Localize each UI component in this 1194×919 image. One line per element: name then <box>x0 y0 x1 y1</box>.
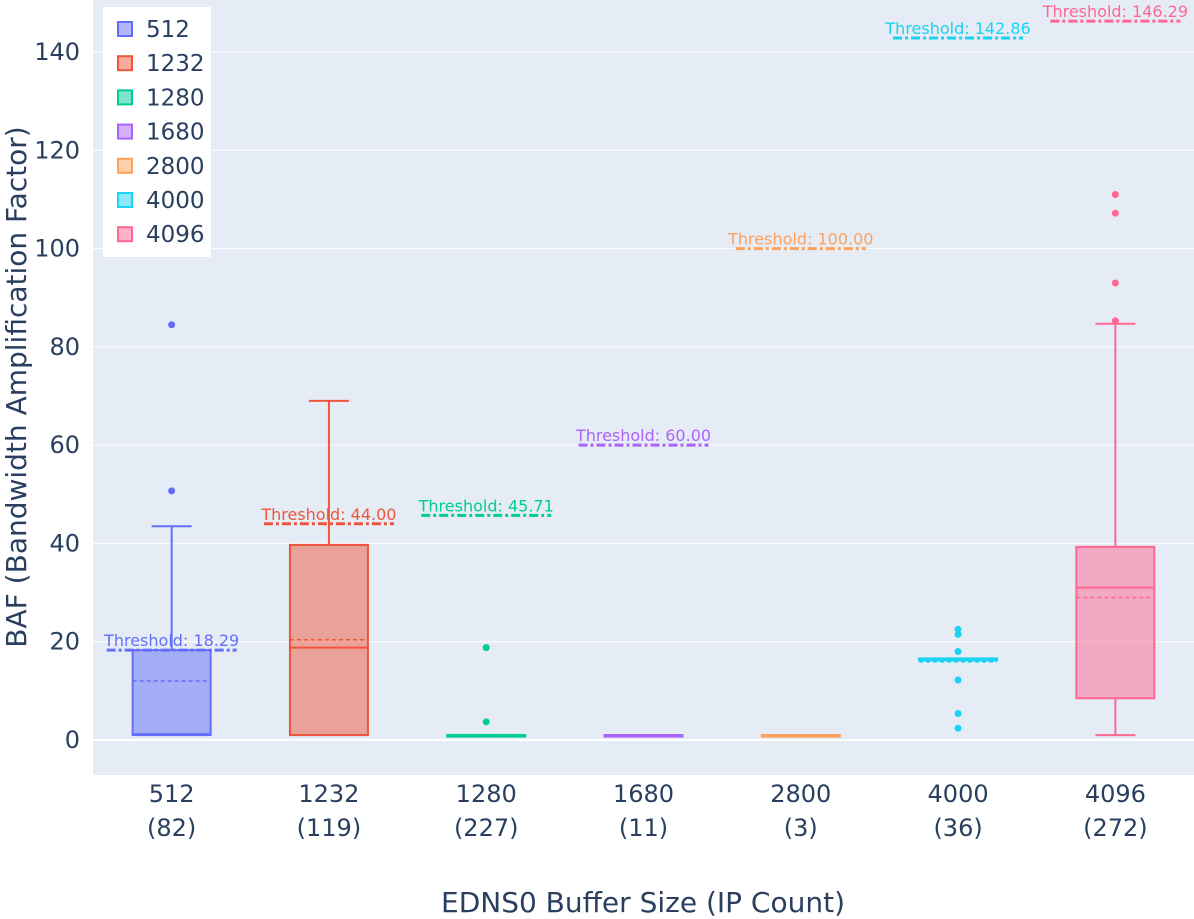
outlier-point <box>954 625 962 633</box>
threshold-label: Threshold: 60.00 <box>575 426 711 445</box>
legend-label: 4000 <box>146 188 205 214</box>
outlier-point <box>1111 317 1119 325</box>
legend-item-1280: 1280 <box>117 85 205 111</box>
legend-label: 1280 <box>146 85 205 111</box>
outlier-point <box>954 676 962 684</box>
legend-swatch <box>117 55 133 72</box>
legend-swatch <box>117 21 133 37</box>
threshold-label: Threshold: 146.29 <box>1042 2 1188 21</box>
y-tick-label: 40 <box>49 529 80 557</box>
legend-item-1232: 1232 <box>117 51 205 77</box>
legend-swatch <box>117 192 133 208</box>
y-tick-label: 100 <box>34 235 80 263</box>
x-tick-count: (11) <box>619 814 668 842</box>
legend-item-4096: 4096 <box>117 222 205 248</box>
x-tick-label: 1232 <box>298 780 359 808</box>
x-tick-count: (3) <box>784 814 818 842</box>
legend-label: 1680 <box>146 120 205 146</box>
y-tick-label: 80 <box>49 333 80 361</box>
outlier-point <box>954 724 962 732</box>
legend: 512 1232 1280 1680 2800 4000 4096 <box>103 7 211 257</box>
y-tick-label: 20 <box>49 628 80 656</box>
outlier-point <box>954 709 962 717</box>
x-tick-label: 4000 <box>928 780 989 808</box>
box-512 <box>131 321 212 737</box>
outlier-point <box>168 321 176 329</box>
x-tick-count: (272) <box>1083 814 1148 842</box>
outlier-point <box>482 644 490 652</box>
x-tick-label: 1280 <box>456 780 517 808</box>
legend-label: 2800 <box>146 154 205 180</box>
threshold-label: Threshold: 45.71 <box>418 496 554 515</box>
legend-item-4000: 4000 <box>117 188 205 214</box>
x-tick-count: (36) <box>933 814 982 842</box>
plot-background <box>93 0 1194 775</box>
legend-label: 4096 <box>146 222 205 248</box>
outlier-point <box>1111 279 1119 287</box>
y-tick-label: 140 <box>34 38 80 66</box>
outlier-point <box>954 630 962 638</box>
legend-item-1680: 1680 <box>117 120 205 146</box>
outlier-point <box>954 648 962 656</box>
y-axis-title: BAF (Bandwidth Amplification Factor) <box>0 126 33 647</box>
box-4096 <box>1075 191 1156 737</box>
legend-swatch <box>117 157 133 174</box>
outlier-point <box>482 718 490 726</box>
box-2800 <box>760 734 841 738</box>
legend-item-512: 512 <box>117 17 190 43</box>
threshold-label: Threshold: 100.00 <box>727 230 873 249</box>
iqr-box <box>131 649 212 737</box>
y-tick-label: 0 <box>65 726 80 754</box>
x-tick-label: 4096 <box>1085 780 1146 808</box>
box-1680 <box>603 734 684 738</box>
box-1280 <box>446 644 527 738</box>
threshold-label: Threshold: 142.86 <box>884 19 1030 38</box>
outlier-point <box>168 487 176 495</box>
x-tick-count: (119) <box>297 814 362 842</box>
legend-swatch <box>117 226 133 243</box>
x-tick-count: (227) <box>454 814 519 842</box>
x-tick-label: 512 <box>149 780 195 808</box>
x-axis-title: EDNS0 Buffer Size (IP Count) <box>441 886 845 919</box>
x-tick-label: 1680 <box>613 780 674 808</box>
legend-label: 512 <box>146 17 190 43</box>
legend-label: 1232 <box>146 51 205 77</box>
legend-swatch <box>117 89 133 106</box>
outlier-point <box>1111 209 1119 217</box>
box-4000 <box>918 625 999 732</box>
iqr-box <box>1075 545 1156 700</box>
legend-swatch <box>117 123 133 140</box>
x-tick-count: (82) <box>147 814 196 842</box>
x-tick-label: 2800 <box>770 780 831 808</box>
outlier-point <box>1111 191 1119 199</box>
y-tick-label: 60 <box>49 431 80 459</box>
y-tick-label: 120 <box>34 136 80 164</box>
box-1232 <box>288 399 369 737</box>
legend-item-2800: 2800 <box>117 154 205 180</box>
